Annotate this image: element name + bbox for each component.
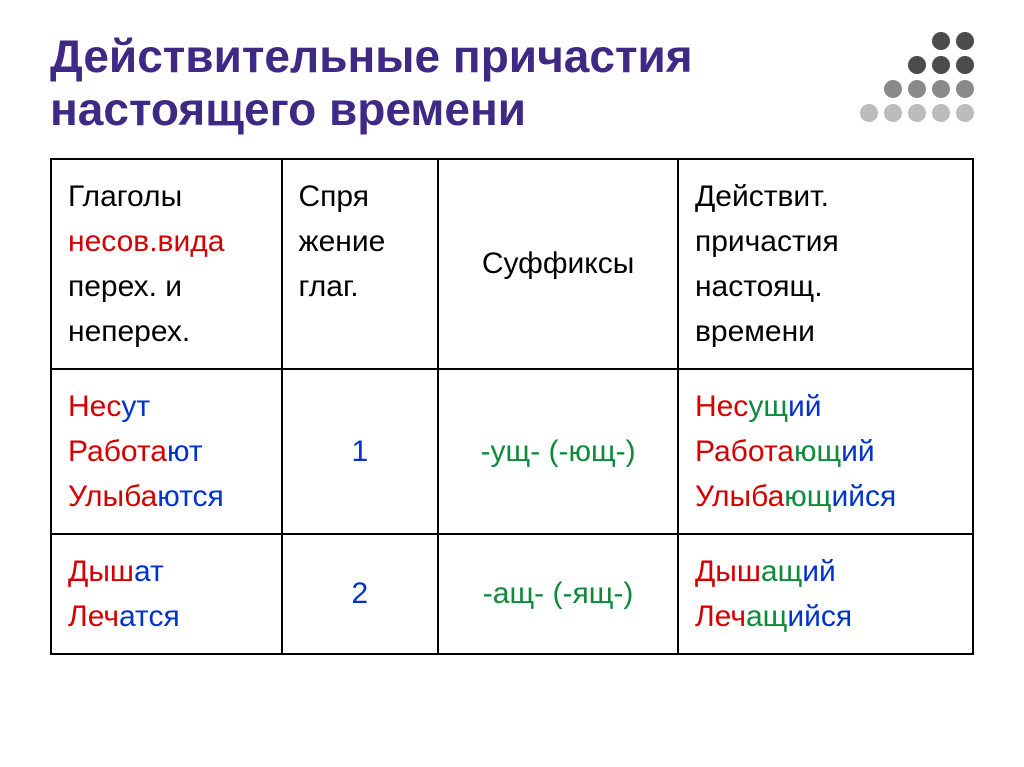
table-header-row: Глаголы несов.вида перех. и неперех. Спр… [51,159,973,369]
table-row: Несут Работают Улыбаются 1 -ущ- (-ющ-) Н… [51,369,973,534]
dot [884,80,902,98]
dot [956,56,974,74]
dot [908,104,926,122]
conjugation-cell: 2 [282,534,439,654]
dot [932,56,950,74]
dot [884,104,902,122]
table-row: Дышат Лечатся 2 -ащ- (-ящ-) Дышащий Леча… [51,534,973,654]
header-participles: Действит. причастия настоящ. времени [678,159,973,369]
participle-cell: Дышащий Лечащийся [678,534,973,654]
decorative-dots [860,32,974,122]
grammar-table: Глаголы несов.вида перех. и неперех. Спр… [50,158,974,655]
dot [956,80,974,98]
header-suffixes: Суффиксы [438,159,678,369]
dot [932,32,950,50]
dot [956,104,974,122]
suffix-cell: -ащ- (-ящ-) [438,534,678,654]
dot [932,104,950,122]
header-conjugation: Спря жение глаг. [282,159,439,369]
slide-title: Действительные причастия настоящего врем… [50,30,830,136]
dot [956,32,974,50]
verbs-cell: Несут Работают Улыбаются [51,369,282,534]
dot [908,80,926,98]
dot [908,56,926,74]
dot [860,104,878,122]
verbs-cell: Дышат Лечатся [51,534,282,654]
conjugation-cell: 1 [282,369,439,534]
suffix-cell: -ущ- (-ющ-) [438,369,678,534]
dot [932,80,950,98]
header-verbs: Глаголы несов.вида перех. и неперех. [51,159,282,369]
participle-cell: Несущий Работающий Улыбающийся [678,369,973,534]
